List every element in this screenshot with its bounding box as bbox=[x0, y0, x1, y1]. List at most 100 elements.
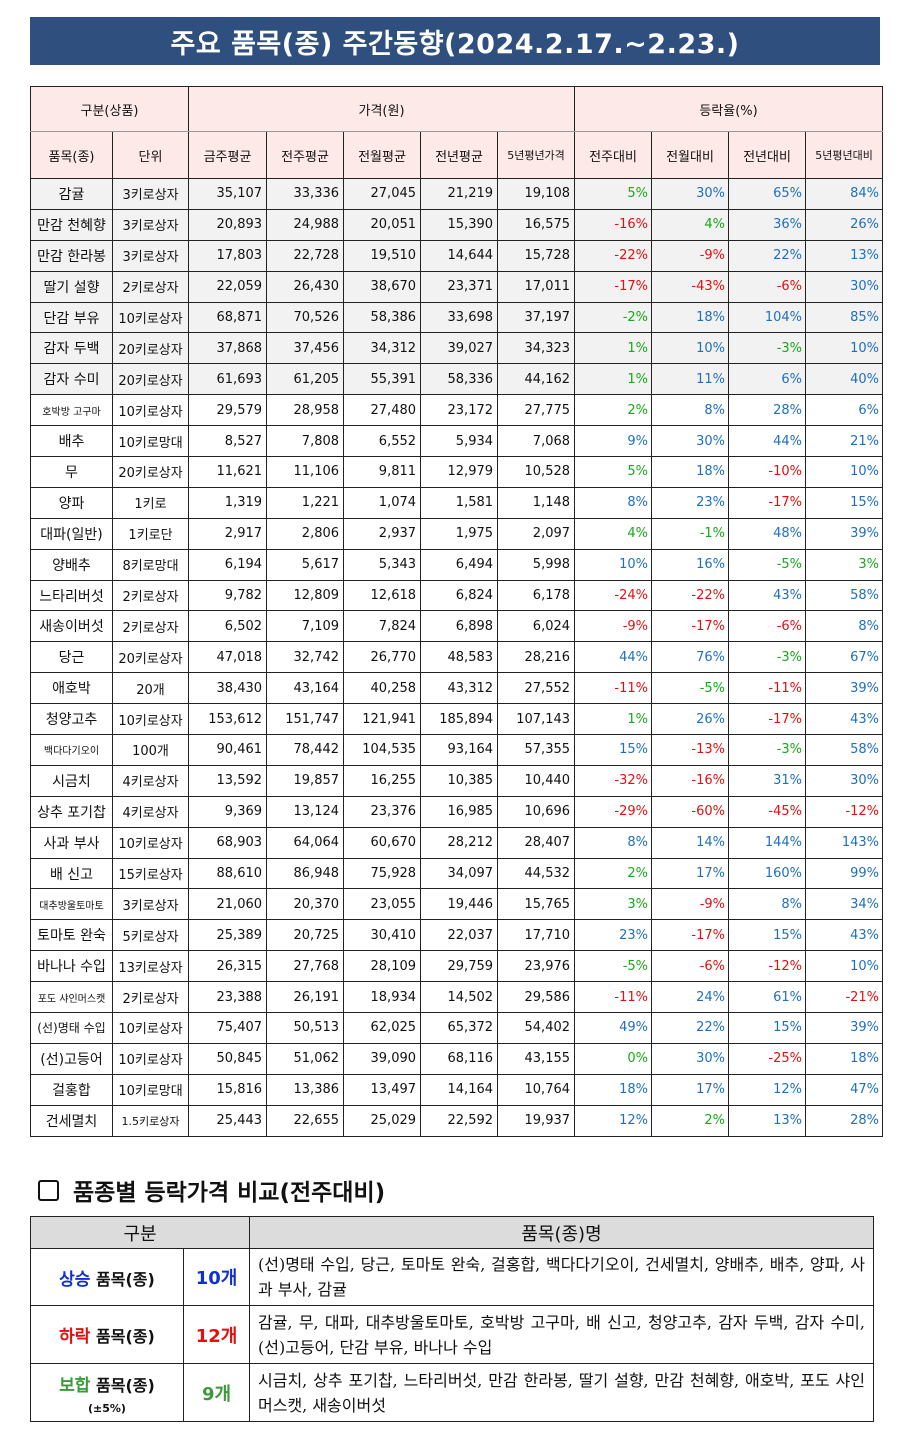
price-cell: 2,917 bbox=[188, 517, 268, 550]
price-cell: 15,816 bbox=[188, 1073, 268, 1106]
price-cell: 58,386 bbox=[343, 301, 422, 334]
change-cell: 22% bbox=[651, 1012, 730, 1044]
change-cell: -24% bbox=[574, 579, 653, 612]
change-cell: 8% bbox=[805, 610, 884, 643]
price-cell: 185,894 bbox=[420, 703, 499, 736]
item-name: 딸기 설향 bbox=[30, 270, 113, 303]
price-cell: 38,670 bbox=[343, 270, 422, 303]
item-name: (선)명태 수입 bbox=[30, 1012, 113, 1044]
change-cell: 30% bbox=[805, 764, 884, 797]
change-cell: 9% bbox=[574, 425, 653, 458]
item-name: 상추 포기찹 bbox=[30, 795, 113, 828]
price-cell: 25,389 bbox=[188, 919, 268, 952]
change-cell: 104% bbox=[728, 301, 807, 334]
change-cell: 18% bbox=[805, 1042, 884, 1075]
header-vs-week: 전주대비 bbox=[574, 131, 653, 179]
price-cell: 28,109 bbox=[343, 950, 422, 983]
price-cell: 20,893 bbox=[188, 208, 268, 241]
item-unit: 2키로상자 bbox=[111, 981, 190, 1014]
price-cell: 5,617 bbox=[266, 548, 345, 581]
item-name: 대추방울토마토 bbox=[30, 888, 113, 921]
change-cell: -16% bbox=[574, 208, 653, 241]
price-cell: 9,369 bbox=[188, 795, 268, 828]
change-cell: 24% bbox=[651, 981, 730, 1014]
price-cell: 23,388 bbox=[188, 981, 268, 1014]
item-unit: 3키로상자 bbox=[111, 888, 190, 921]
price-cell: 50,513 bbox=[266, 1012, 345, 1044]
category-down: 하락 품목(종) bbox=[30, 1305, 184, 1364]
price-cell: 24,988 bbox=[266, 208, 345, 241]
change-cell: -17% bbox=[651, 610, 730, 643]
price-cell: 30,410 bbox=[343, 919, 422, 952]
change-cell: 48% bbox=[728, 517, 807, 550]
items-flat: 시금치, 상추 포기찹, 느타리버섯, 만감 한라봉, 딸기 설향, 만감 천혜… bbox=[249, 1363, 874, 1422]
table-row: 호박방 고구마 10키로상자 29,579 28,958 27,480 23,172 27,… bbox=[30, 394, 884, 427]
change-cell: 13% bbox=[728, 1104, 807, 1137]
price-cell: 17,710 bbox=[497, 919, 576, 952]
price-cell: 19,108 bbox=[497, 178, 576, 210]
change-cell: 44% bbox=[574, 641, 653, 674]
change-cell: 23% bbox=[651, 486, 730, 519]
item-unit: 3키로상자 bbox=[111, 178, 190, 210]
price-cell: 40,258 bbox=[343, 672, 422, 705]
price-cell: 1,148 bbox=[497, 486, 576, 519]
price-cell: 8,527 bbox=[188, 425, 268, 458]
change-cell: 160% bbox=[728, 857, 807, 890]
weekly-trend-table: 구분(상품) 가격(원) 등락율(%) 품목(종) 단위 금주평균 전주평균 전… bbox=[29, 86, 884, 1137]
price-cell: 11,106 bbox=[266, 456, 345, 488]
header-price-group: 가격(원) bbox=[188, 86, 576, 132]
price-cell: 58,336 bbox=[420, 363, 499, 396]
price-cell: 37,197 bbox=[497, 301, 576, 334]
change-cell: 18% bbox=[574, 1073, 653, 1106]
price-cell: 1,074 bbox=[343, 486, 422, 519]
price-cell: 39,090 bbox=[343, 1042, 422, 1075]
change-cell: 58% bbox=[805, 734, 884, 766]
item-name: 토마토 완숙 bbox=[30, 919, 113, 952]
keyword-flat: 보합 bbox=[59, 1375, 91, 1396]
change-cell: 30% bbox=[651, 178, 730, 210]
change-cell: 43% bbox=[805, 919, 884, 952]
change-cell: -17% bbox=[651, 919, 730, 952]
price-cell: 26,430 bbox=[266, 270, 345, 303]
item-name: 사과 부사 bbox=[30, 826, 113, 859]
price-cell: 6,194 bbox=[188, 548, 268, 581]
change-cell: 39% bbox=[805, 672, 884, 705]
item-unit: 20키로상자 bbox=[111, 641, 190, 674]
table-row: 단감 부유 10키로상자 68,871 70,526 58,386 33,698 37,19… bbox=[30, 301, 884, 334]
change-cell: -11% bbox=[574, 981, 653, 1014]
price-cell: 61,205 bbox=[266, 363, 345, 396]
header-5yr-avg: 5년평년가격 bbox=[497, 131, 576, 179]
change-cell: -6% bbox=[728, 270, 807, 303]
change-cell: 8% bbox=[651, 394, 730, 427]
price-cell: 29,579 bbox=[188, 394, 268, 427]
change-cell: 30% bbox=[651, 1042, 730, 1075]
item-name: 양배추 bbox=[30, 548, 113, 581]
change-cell: -5% bbox=[574, 950, 653, 983]
change-cell: 22% bbox=[728, 239, 807, 272]
price-cell: 32,742 bbox=[266, 641, 345, 674]
change-cell: -3% bbox=[728, 332, 807, 365]
item-name: 느타리버섯 bbox=[30, 579, 113, 612]
header-vs-year: 전년대비 bbox=[728, 131, 807, 179]
table-row: 당근 20키로상자 47,018 32,742 26,770 48,583 28,216 44… bbox=[30, 641, 884, 674]
change-cell: -5% bbox=[651, 672, 730, 705]
change-cell: -12% bbox=[728, 950, 807, 983]
price-cell: 37,456 bbox=[266, 332, 345, 365]
price-cell: 25,443 bbox=[188, 1104, 268, 1137]
comparison-table: 구분 품목(종)명 상승 품목(종) 10개 (선)명태 수입, 당근, 토마토… bbox=[30, 1216, 874, 1422]
comparison-row-up: 상승 품목(종) 10개 (선)명태 수입, 당근, 토마토 완숙, 걸홍합, … bbox=[30, 1248, 874, 1306]
change-cell: 17% bbox=[651, 857, 730, 890]
change-cell: 84% bbox=[805, 178, 884, 210]
table-row: 걸홍합 10키로망대 15,816 13,386 13,497 14,164 10,764 1… bbox=[30, 1073, 884, 1106]
price-cell: 23,976 bbox=[497, 950, 576, 983]
table-row: 청양고추 10키로상자 153,612 151,747 121,941 185,894 10… bbox=[30, 703, 884, 736]
change-cell: 2% bbox=[574, 394, 653, 427]
price-cell: 9,782 bbox=[188, 579, 268, 612]
table-row: 딸기 설향 2키로상자 22,059 26,430 38,670 23,371 17,011… bbox=[30, 270, 884, 303]
change-cell: 2% bbox=[651, 1104, 730, 1137]
price-cell: 10,528 bbox=[497, 456, 576, 488]
item-unit: 2키로상자 bbox=[111, 270, 190, 303]
price-cell: 27,045 bbox=[343, 178, 422, 210]
price-cell: 104,535 bbox=[343, 734, 422, 766]
change-cell: 12% bbox=[728, 1073, 807, 1106]
